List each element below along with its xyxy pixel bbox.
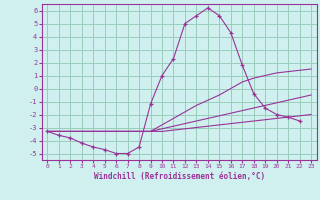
X-axis label: Windchill (Refroidissement éolien,°C): Windchill (Refroidissement éolien,°C) <box>94 172 265 181</box>
